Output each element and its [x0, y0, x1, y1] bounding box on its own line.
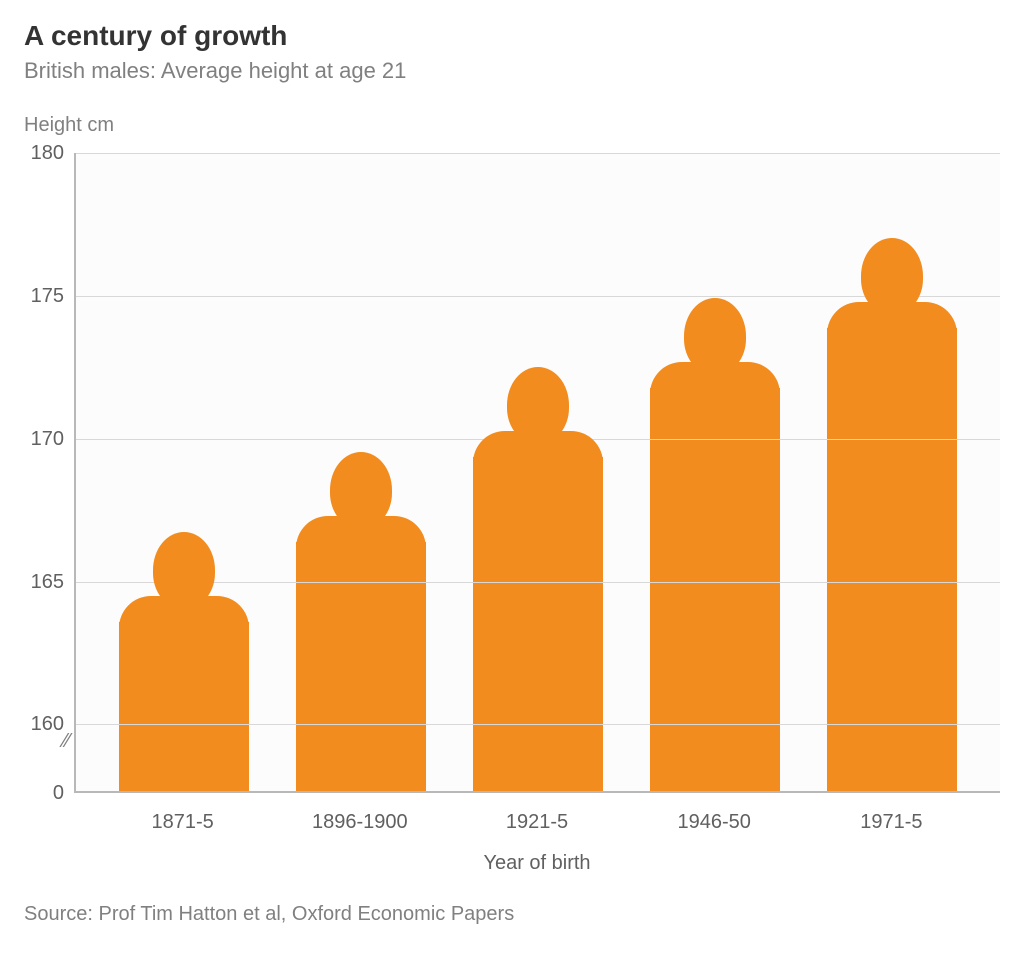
bar-slot [803, 153, 980, 791]
person-silhouette [473, 367, 603, 791]
bar-slot [626, 153, 803, 791]
person-silhouette [650, 298, 780, 791]
y-axis-title: Height cm [24, 114, 1000, 137]
axis-break-icon: ⁄⁄ [63, 730, 70, 753]
y-axis-ticks: 1801751701651600 [24, 153, 74, 793]
x-axis-title: Year of birth [74, 852, 1000, 875]
x-tick-label: 1921-5 [448, 811, 625, 834]
bar-slot [96, 153, 273, 791]
source-text: Source: Prof Tim Hatton et al, Oxford Ec… [24, 903, 1000, 926]
gridline [76, 296, 1000, 297]
chart-subtitle: British males: Average height at age 21 [24, 58, 1000, 84]
bar-slot [273, 153, 450, 791]
silhouette-body [650, 388, 780, 791]
chart-title: A century of growth [24, 20, 1000, 52]
bars-container [76, 153, 1000, 791]
y-tick-label: 175 [31, 286, 64, 306]
gridline [76, 582, 1000, 583]
x-tick-label: 1896-1900 [271, 811, 448, 834]
silhouette-body [473, 457, 603, 791]
x-tick-label: 1871-5 [94, 811, 271, 834]
gridline [76, 153, 1000, 154]
silhouette-head [330, 452, 392, 528]
plot-area: ⁄⁄ [74, 153, 1000, 793]
bar-slot [450, 153, 627, 791]
y-tick-label: 180 [31, 143, 64, 163]
silhouette-head [684, 298, 746, 374]
x-tick-label: 1971-5 [803, 811, 980, 834]
person-silhouette [296, 452, 426, 791]
person-silhouette [827, 238, 957, 791]
person-silhouette [119, 532, 249, 791]
y-tick-label: 165 [31, 572, 64, 592]
silhouette-head [861, 238, 923, 314]
silhouette-body [827, 328, 957, 791]
x-axis-labels: 1871-51896-19001921-51946-501971-5 [74, 793, 1000, 834]
x-tick-label: 1946-50 [626, 811, 803, 834]
silhouette-body [119, 622, 249, 791]
y-tick-label: 170 [31, 429, 64, 449]
silhouette-head [507, 367, 569, 443]
gridline [76, 724, 1000, 725]
silhouette-body [296, 542, 426, 791]
silhouette-head [153, 532, 215, 608]
y-tick-label: 160 [31, 714, 64, 734]
y-tick-zero: 0 [53, 783, 64, 803]
chart-area: 1801751701651600 ⁄⁄ [24, 153, 1000, 793]
